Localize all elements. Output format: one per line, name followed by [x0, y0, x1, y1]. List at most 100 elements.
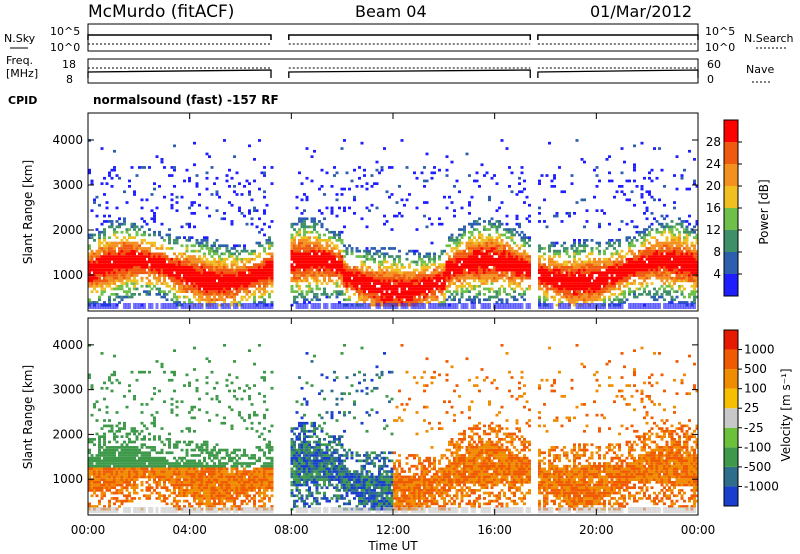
heatmap-cell	[138, 257, 141, 261]
heatmap-cell	[158, 268, 161, 272]
heatmap-cell	[685, 241, 689, 245]
heatmap-cell	[343, 293, 346, 296]
heatmap-cell	[90, 279, 94, 283]
heatmap-cell	[268, 225, 271, 229]
heatmap-cell	[123, 268, 126, 272]
heatmap-cell	[253, 284, 256, 288]
heatmap-cell	[523, 255, 526, 258]
heatmap-cell	[665, 276, 669, 280]
heatmap-cell	[375, 249, 379, 253]
heatmap-cell	[153, 263, 156, 266]
heatmap-cell	[468, 268, 471, 272]
ground-scatter-cell	[598, 303, 601, 309]
heatmap-cell	[575, 252, 579, 256]
heatmap-cell	[645, 249, 649, 253]
heatmap-cell	[423, 263, 426, 266]
heatmap-cell	[250, 271, 254, 275]
heatmap-cell	[390, 293, 394, 296]
heatmap-cell	[348, 298, 351, 302]
heatmap-cell	[615, 282, 619, 285]
heatmap-cell	[450, 160, 454, 164]
heatmap-cell	[390, 166, 394, 169]
heatmap-cell	[690, 244, 694, 248]
heatmap-cell	[213, 295, 216, 299]
heatmap-cell	[643, 201, 646, 204]
heatmap-cell	[540, 282, 544, 285]
heatmap-cell	[305, 176, 309, 180]
heatmap-cell	[298, 239, 301, 242]
heatmap-cell	[615, 249, 619, 253]
heatmap-cell	[185, 274, 189, 277]
heatmap-cell	[598, 266, 601, 269]
heatmap-cell	[160, 271, 164, 275]
heatmap-cell	[305, 230, 309, 234]
heatmap-cell	[293, 260, 296, 264]
heatmap-cell	[98, 295, 101, 299]
heatmap-cell	[230, 290, 234, 293]
heatmap-cell	[528, 268, 531, 272]
heatmap-cell	[345, 268, 349, 272]
heatmap-cell	[260, 268, 264, 272]
heatmap-cell	[388, 295, 391, 299]
heatmap-cell	[505, 236, 509, 239]
heatmap-cell	[263, 212, 266, 215]
freq-tick-hi: 18	[62, 58, 76, 71]
heatmap-cell	[388, 266, 391, 269]
heatmap-cell	[558, 293, 561, 296]
ground-scatter-cell	[390, 303, 394, 309]
heatmap-cell	[190, 244, 194, 248]
heatmap-cell	[645, 263, 649, 266]
heatmap-cell	[515, 274, 519, 277]
heatmap-cell	[543, 276, 546, 280]
heatmap-cell	[128, 247, 131, 250]
heatmap-cell	[580, 266, 584, 269]
heatmap-cell	[675, 290, 679, 293]
heatmap-cell	[615, 287, 619, 291]
heatmap-cell	[308, 266, 311, 269]
heatmap-cell	[510, 190, 514, 194]
heatmap-cell	[358, 176, 361, 180]
heatmap-cell	[130, 282, 134, 285]
heatmap-cell	[493, 274, 496, 277]
heatmap-cell	[518, 225, 521, 229]
heatmap-cell	[243, 287, 246, 291]
ground-scatter-cell	[135, 303, 139, 309]
heatmap-cell	[685, 255, 689, 258]
heatmap-cell	[340, 255, 344, 258]
heatmap-cell	[298, 257, 301, 261]
heatmap-cell	[323, 233, 326, 237]
heatmap-cell	[573, 284, 576, 288]
heatmap-cell	[610, 266, 614, 269]
heatmap-cell	[498, 263, 501, 266]
heatmap-cell	[88, 462, 91, 465]
heatmap-cell	[125, 241, 129, 245]
heatmap-cell	[428, 252, 431, 256]
heatmap-cell	[315, 252, 319, 256]
ground-scatter-cell	[415, 303, 419, 309]
heatmap-cell	[90, 252, 94, 256]
heatmap-cell	[620, 147, 624, 150]
heatmap-cell	[670, 233, 674, 237]
heatmap-cell	[680, 274, 684, 277]
heatmap-cell	[253, 298, 256, 302]
heatmap-cell	[663, 225, 666, 229]
heatmap-cell	[108, 241, 111, 245]
heatmap-cell	[130, 279, 134, 283]
heatmap-cell	[670, 244, 674, 248]
heatmap-cell	[140, 233, 144, 237]
heatmap-cell	[498, 233, 501, 237]
heatmap-cell	[153, 271, 156, 275]
heatmap-cell	[98, 266, 101, 269]
heatmap-cell	[158, 266, 161, 269]
heatmap-cell	[573, 263, 576, 266]
heatmap-cell	[463, 249, 466, 253]
heatmap-cell	[658, 222, 661, 226]
heatmap-cell	[653, 257, 656, 261]
heatmap-cell	[328, 268, 331, 272]
heatmap-cell	[615, 257, 619, 261]
heatmap-cell	[463, 290, 466, 293]
heatmap-cell	[345, 298, 349, 302]
heatmap-cell	[365, 298, 369, 302]
heatmap-cell	[478, 271, 481, 275]
heatmap-cell	[210, 255, 214, 258]
